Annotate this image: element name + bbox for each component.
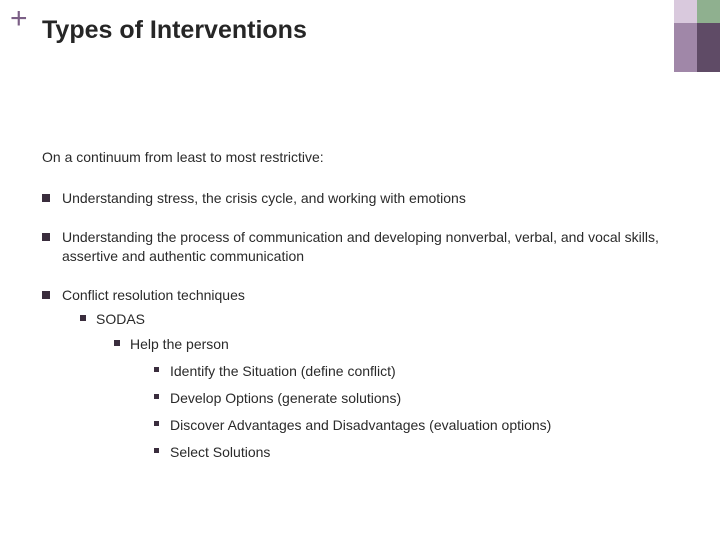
corner-square-tl — [674, 0, 697, 23]
slide-body: On a continuum from least to most restri… — [42, 148, 660, 482]
bullet-text: SODAS — [96, 311, 145, 327]
bullet-text: Develop Options (generate solutions) — [170, 390, 401, 406]
corner-decoration — [674, 0, 720, 72]
bullet-text: Select Solutions — [170, 444, 270, 460]
slide-title: Types of Interventions — [42, 16, 307, 45]
list-item: Help the person Identify the Situation (… — [96, 335, 660, 461]
corner-square-tr — [697, 0, 720, 23]
list-item: Identify the Situation (define conflict) — [130, 362, 660, 381]
bullet-list: Understanding stress, the crisis cycle, … — [42, 189, 660, 462]
list-item: Conflict resolution techniques SODAS Hel… — [42, 286, 660, 462]
list-item: Discover Advantages and Disadvantages (e… — [130, 416, 660, 435]
corner-square-bl — [674, 23, 697, 72]
bullet-text: Understanding the process of communicati… — [62, 229, 659, 264]
list-item: SODAS Help the person Identify the Situa… — [62, 310, 660, 461]
list-item: Select Solutions — [130, 443, 660, 462]
bullet-text: Discover Advantages and Disadvantages (e… — [170, 417, 551, 433]
intro-text: On a continuum from least to most restri… — [42, 148, 660, 167]
corner-square-br — [697, 23, 720, 72]
bullet-text: Help the person — [130, 336, 229, 352]
list-item: Develop Options (generate solutions) — [130, 389, 660, 408]
bullet-text: Understanding stress, the crisis cycle, … — [62, 190, 466, 206]
list-item: Understanding stress, the crisis cycle, … — [42, 189, 660, 208]
slide: + Types of Interventions On a continuum … — [0, 0, 720, 540]
plus-icon: + — [10, 4, 28, 34]
bullet-text: Conflict resolution techniques — [62, 287, 245, 303]
list-item: Understanding the process of communicati… — [42, 228, 660, 266]
bullet-text: Identify the Situation (define conflict) — [170, 363, 396, 379]
